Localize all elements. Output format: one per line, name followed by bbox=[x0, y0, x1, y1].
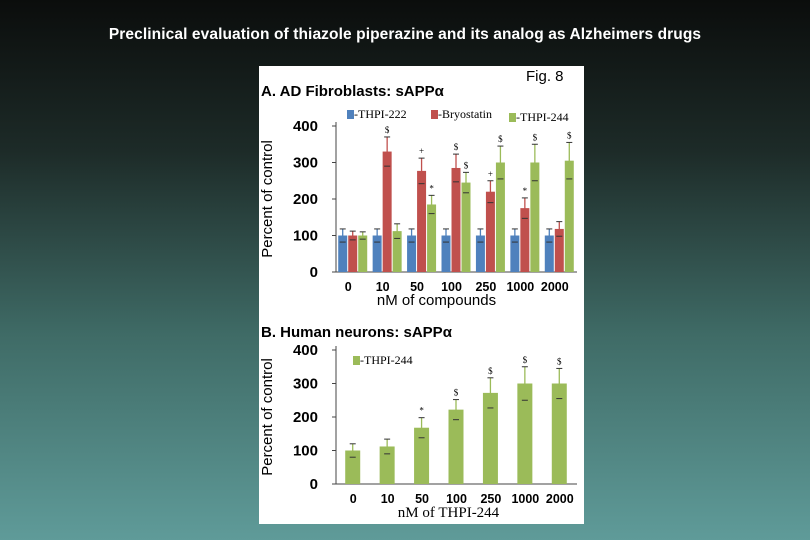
panel-a-bar bbox=[495, 162, 505, 272]
panel-b-chart: 0 100 200 300 400 Percent of control 0 10 50 * 100… bbox=[259, 342, 577, 521]
panel-a-significance-mark: + bbox=[488, 169, 493, 179]
panel-a-y-tick-label: 400 bbox=[293, 118, 318, 135]
panel-a-chart: 0 100 200 300 400 Percent of control 0 10 $50 + * 1… bbox=[259, 107, 577, 309]
panel-a-bar bbox=[520, 208, 530, 272]
panel-a-x-tick-label: 2000 bbox=[541, 280, 569, 294]
panel-b-y-tick-label: 200 bbox=[293, 409, 318, 426]
panel-a-x-tick-label: 100 bbox=[441, 280, 462, 294]
panel-b-x-tick-label: 2000 bbox=[546, 492, 574, 506]
panel-a-bar bbox=[358, 235, 368, 272]
panel-a-bar bbox=[417, 170, 427, 272]
panel-b-y-tick-label: 400 bbox=[293, 342, 318, 359]
panel-b-y-tick-label: 100 bbox=[293, 443, 318, 460]
figure-panel: Fig. 8 A. AD Fibroblasts: sAPPα B. Human… bbox=[259, 66, 584, 524]
panel-a-y-tick-label: 300 bbox=[293, 155, 318, 172]
panel-b-x-tick-label: 100 bbox=[446, 492, 467, 506]
panel-a-legend-label: -THPI-244 bbox=[516, 110, 569, 124]
panel-a-legend-label: -Bryostatin bbox=[438, 107, 492, 121]
panel-a-x-tick-label: 1000 bbox=[506, 280, 534, 294]
panel-b-x-tick-label: 50 bbox=[415, 492, 429, 506]
panel-a-bar bbox=[544, 235, 554, 272]
slide-title: Preclinical evaluation of thiazole piper… bbox=[108, 26, 702, 43]
panel-b-bar bbox=[345, 450, 361, 484]
panel-a-legend-swatch bbox=[431, 110, 438, 119]
panel-a-bar bbox=[451, 167, 461, 272]
panel-b-legend-swatch bbox=[353, 356, 360, 365]
panel-a-bar bbox=[427, 204, 437, 272]
panel-b-bar bbox=[414, 427, 430, 484]
panel-a-significance-mark: $ bbox=[533, 132, 538, 142]
panel-a-bar bbox=[338, 235, 348, 272]
panel-a-bar bbox=[382, 151, 392, 272]
panel-a-significance-mark: * bbox=[429, 183, 434, 193]
panel-a-bar bbox=[441, 235, 451, 272]
panel-a-bar bbox=[564, 160, 574, 272]
figure-svg: Fig. 8 A. AD Fibroblasts: sAPPα B. Human… bbox=[259, 68, 577, 521]
panel-b-significance-mark: * bbox=[419, 406, 424, 416]
panel-a-significance-mark: + bbox=[419, 146, 424, 156]
panel-b-significance-mark: $ bbox=[488, 366, 493, 376]
panel-b-y-axis-label: Percent of control bbox=[259, 358, 276, 476]
panel-b-bar bbox=[551, 383, 567, 484]
panel-b-x-tick-label: 1000 bbox=[511, 492, 539, 506]
panel-b-bar bbox=[482, 392, 498, 484]
panel-b-x-axis-label: nM of THPI-244 bbox=[398, 505, 500, 521]
panel-b-y-tick-label: 0 bbox=[310, 476, 318, 493]
panel-a-bar bbox=[372, 235, 382, 272]
panel-a-x-tick-label: 50 bbox=[410, 280, 424, 294]
panel-a-bar bbox=[530, 162, 540, 272]
panel-a-bar bbox=[348, 235, 358, 272]
panel-a-legend-swatch bbox=[347, 110, 354, 119]
panel-b-x-tick-label: 250 bbox=[480, 492, 501, 506]
panel-b-bar bbox=[448, 409, 464, 484]
panel-a-significance-mark: $ bbox=[454, 142, 459, 152]
panel-a-y-tick-label: 200 bbox=[293, 191, 318, 208]
panel-a-bar bbox=[475, 235, 485, 272]
panel-a-significance-mark: $ bbox=[567, 130, 572, 140]
panel-a-legend-label: -THPI-222 bbox=[354, 107, 407, 121]
panel-a-significance-mark: $ bbox=[385, 125, 390, 135]
panel-b-x-tick-label: 0 bbox=[350, 492, 357, 506]
panel-a-x-tick-label: 250 bbox=[475, 280, 496, 294]
figure-label: Fig. 8 bbox=[526, 68, 564, 85]
panel-a-x-axis-label: nM of compounds bbox=[377, 292, 496, 309]
panel-b-bar bbox=[379, 446, 395, 484]
panel-a-x-tick-label: 0 bbox=[345, 280, 352, 294]
panel-b-y-tick-label: 300 bbox=[293, 376, 318, 393]
panel-b-bar bbox=[517, 383, 533, 484]
panel-a-legend-swatch bbox=[509, 113, 516, 122]
panel-a-bar bbox=[510, 235, 520, 272]
panel-a-significance-mark: $ bbox=[464, 160, 469, 170]
panel-b-significance-mark: $ bbox=[454, 388, 459, 398]
panel-b-x-tick-label: 10 bbox=[381, 492, 395, 506]
panel-b-significance-mark: $ bbox=[523, 355, 528, 365]
panel-a-y-axis-label: Percent of control bbox=[259, 140, 276, 258]
panel-a-x-tick-label: 10 bbox=[376, 280, 390, 294]
panel-b-legend-label: -THPI-244 bbox=[360, 353, 413, 367]
panel-a-bar bbox=[407, 235, 417, 272]
panel-a-bar bbox=[554, 228, 564, 272]
panel-a-title: A. AD Fibroblasts: sAPPα bbox=[261, 83, 445, 100]
panel-a-bar bbox=[461, 182, 471, 272]
panel-b-significance-mark: $ bbox=[557, 356, 562, 366]
panel-a-bar bbox=[485, 191, 495, 272]
panel-a-y-tick-label: 100 bbox=[293, 228, 318, 245]
panel-a-bar bbox=[392, 231, 402, 272]
panel-a-significance-mark: $ bbox=[498, 134, 503, 144]
panel-a-significance-mark: * bbox=[523, 186, 528, 196]
panel-a-y-tick-label: 0 bbox=[310, 264, 318, 281]
panel-b-title: B. Human neurons: sAPPα bbox=[261, 324, 453, 341]
